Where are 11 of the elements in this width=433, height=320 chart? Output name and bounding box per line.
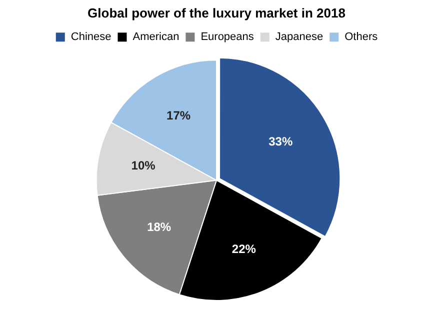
data-label: 22%: [232, 242, 256, 256]
legend-label: Others: [344, 31, 378, 44]
data-label: 33%: [268, 134, 293, 149]
legend-label: Europeans: [200, 31, 254, 44]
data-label: 10%: [131, 158, 156, 173]
data-label: 18%: [147, 220, 172, 234]
legend-label: Chinese: [70, 31, 112, 44]
data-label: 17%: [166, 108, 191, 122]
chart-title: Global power of the luxury market in 2018: [88, 5, 346, 20]
legend-label: Japanese: [275, 31, 324, 44]
legend-label: American: [132, 31, 180, 44]
